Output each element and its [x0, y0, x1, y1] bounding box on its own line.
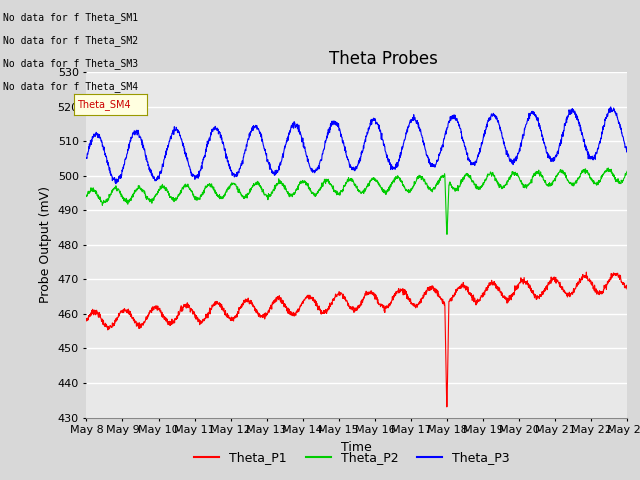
Legend: Theta_P1, Theta_P2, Theta_P3: Theta_P1, Theta_P2, Theta_P3	[189, 446, 515, 469]
Text: Theta_SM4: Theta_SM4	[77, 99, 131, 110]
Text: No data for f Theta_SM2: No data for f Theta_SM2	[3, 35, 138, 46]
Title: Theta Probes: Theta Probes	[330, 49, 438, 68]
Text: No data for f Theta_SM3: No data for f Theta_SM3	[3, 58, 138, 69]
Y-axis label: Probe Output (mV): Probe Output (mV)	[39, 186, 52, 303]
Text: No data for f Theta_SM1: No data for f Theta_SM1	[3, 12, 138, 23]
Text: No data for f Theta_SM4: No data for f Theta_SM4	[3, 81, 138, 92]
X-axis label: Time: Time	[341, 441, 372, 454]
